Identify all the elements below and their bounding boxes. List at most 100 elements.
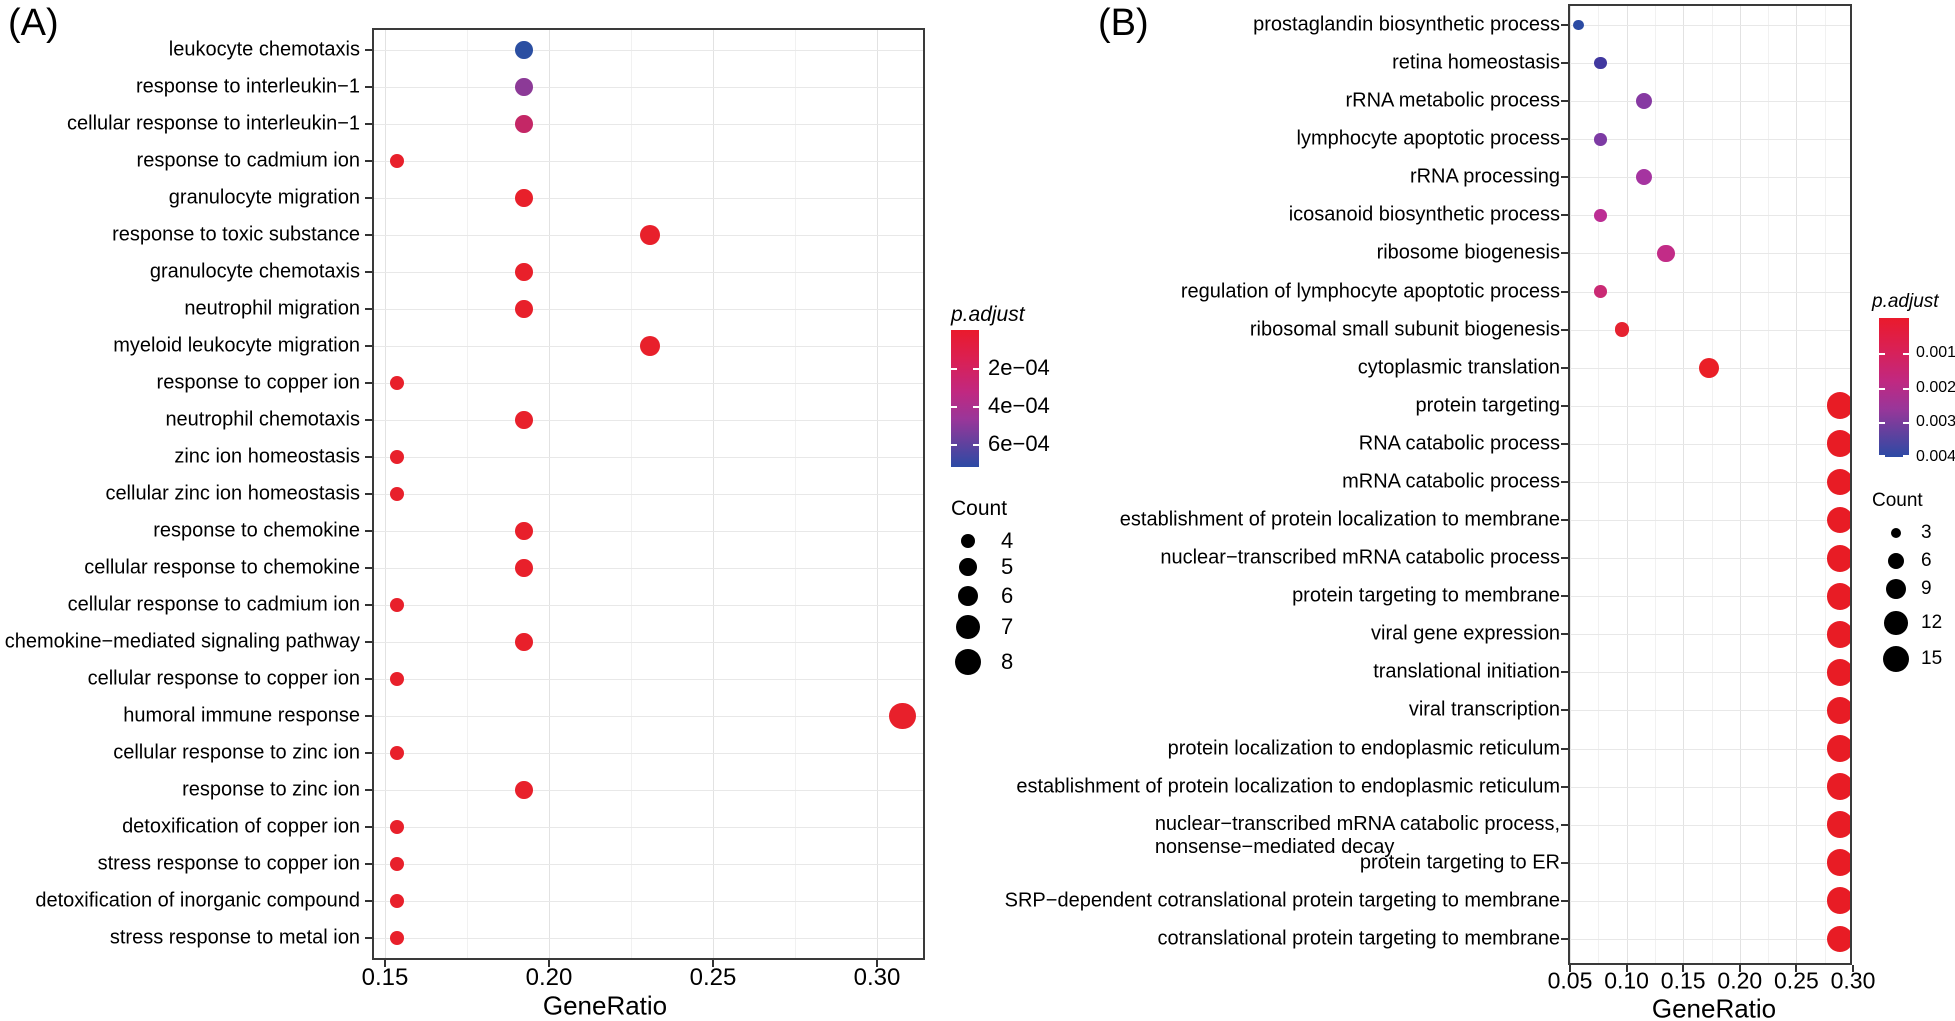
legend-count-dot [956, 615, 980, 639]
data-point [514, 411, 533, 429]
category-label: response to interleukin−1 [135, 75, 360, 98]
legend-count-dot [961, 534, 975, 548]
y-axis-tick [1561, 747, 1568, 750]
legend-count-label: 4 [1001, 528, 1014, 553]
gridline-row [372, 272, 925, 273]
plot-area-A [372, 28, 925, 960]
x-axis-tick [712, 960, 714, 967]
legend-count-label: 7 [1001, 614, 1014, 639]
category-label: response to zinc ion [182, 778, 360, 801]
category-label: establishment of protein localization to… [1119, 508, 1560, 531]
data-point [390, 894, 405, 908]
data-point [514, 41, 533, 59]
y-axis-tick [1561, 404, 1568, 407]
legend-count-dot [1882, 645, 1910, 673]
x-axis-tick [1852, 965, 1854, 972]
y-axis-tick [365, 530, 372, 532]
y-axis-tick [1561, 785, 1568, 788]
category-label: cellular response to copper ion [87, 667, 360, 690]
gridline-row [372, 309, 925, 310]
colorbar-tick [1903, 387, 1909, 390]
data-point [1826, 811, 1852, 839]
legend-count-label: 6 [1921, 550, 1932, 571]
category-label: viral transcription [1408, 698, 1560, 721]
colorbar-tick [1879, 422, 1885, 425]
data-point [390, 746, 405, 760]
panel-b-tag: (B) [1098, 2, 1149, 44]
colorbar-tick [1879, 352, 1885, 355]
category-label: protein targeting [1415, 394, 1560, 417]
colorbar-tick [973, 367, 979, 370]
y-axis-tick [1561, 328, 1568, 331]
colorbar-tick-label: 0.003 [1916, 413, 1955, 431]
category-label: establishment of protein localization to… [1016, 775, 1560, 798]
y-axis-tick [365, 678, 372, 680]
data-point [514, 78, 533, 96]
x-tick-label: 0.20 [1717, 967, 1763, 994]
colorbar-tick [1879, 455, 1885, 457]
gridline-major [1626, 4, 1628, 965]
data-point [514, 633, 533, 651]
gridline-row [1568, 558, 1852, 560]
category-label: response to toxic substance [112, 223, 360, 246]
category-label: RNA catabolic process [1358, 432, 1560, 455]
y-axis-tick [1561, 937, 1568, 940]
data-point [390, 376, 405, 390]
colorbar-tick [951, 367, 957, 370]
category-label: granulocyte chemotaxis [149, 260, 360, 283]
gridline-row [1568, 634, 1852, 636]
gridline-row [1568, 748, 1852, 750]
data-point [390, 857, 405, 871]
y-axis-tick [365, 271, 372, 273]
y-axis-tick [365, 789, 372, 791]
gridline-row [1568, 405, 1852, 407]
gridline-row [1568, 443, 1852, 445]
gridline-row [1568, 329, 1852, 331]
y-axis-tick [1561, 557, 1568, 560]
category-label: protein targeting to ER [1359, 851, 1560, 874]
category-label: response to cadmium ion [136, 149, 360, 172]
gridline-minor [1768, 4, 1770, 965]
gridline-row [1568, 900, 1852, 902]
gridline-minor [1654, 4, 1656, 965]
category-label: response to copper ion [156, 371, 360, 394]
category-label: prostaglandin biosynthetic process [1253, 13, 1560, 36]
x-axis-tick [1625, 965, 1628, 972]
category-label: leukocyte chemotaxis [168, 38, 360, 61]
data-point [639, 224, 661, 246]
y-axis-tick [365, 826, 372, 828]
data-point [514, 263, 533, 281]
data-point [1826, 620, 1852, 648]
gridline-row [1568, 938, 1852, 940]
gridline-row [1568, 253, 1852, 255]
y-axis-tick [365, 900, 372, 902]
gridline-minor [1711, 4, 1713, 965]
colorbar-tick [951, 443, 957, 446]
y-axis-tick [365, 197, 372, 199]
gridline-row [372, 864, 925, 865]
y-axis-tick [1561, 899, 1568, 902]
category-label: humoral immune response [123, 704, 360, 727]
category-label: protein targeting to membrane [1292, 584, 1560, 607]
y-axis-tick [365, 123, 372, 125]
gridline-minor [1824, 4, 1826, 965]
x-axis-title: GeneRatio [1651, 993, 1777, 1021]
category-label: neutrophil chemotaxis [165, 408, 360, 431]
y-axis-tick [365, 456, 372, 458]
y-axis-tick [365, 641, 372, 643]
legend-count-dot [1885, 578, 1907, 600]
category-label: ribosomal small subunit biogenesis [1249, 318, 1560, 341]
category-label: regulation of lymphocyte apoptotic proce… [1180, 280, 1560, 303]
data-point [1615, 322, 1630, 337]
gridline-row [1568, 824, 1852, 826]
y-axis-tick [1561, 24, 1568, 26]
x-tick-label: 0.05 [1547, 967, 1593, 994]
gridline-row [1568, 672, 1852, 674]
data-point [390, 598, 405, 612]
y-axis-tick [1561, 214, 1568, 217]
category-label: chemokine−mediated signaling pathway [4, 630, 360, 653]
legend-title-count: Count [951, 497, 1008, 520]
data-point [1826, 887, 1852, 915]
category-label: neutrophil migration [184, 297, 360, 320]
